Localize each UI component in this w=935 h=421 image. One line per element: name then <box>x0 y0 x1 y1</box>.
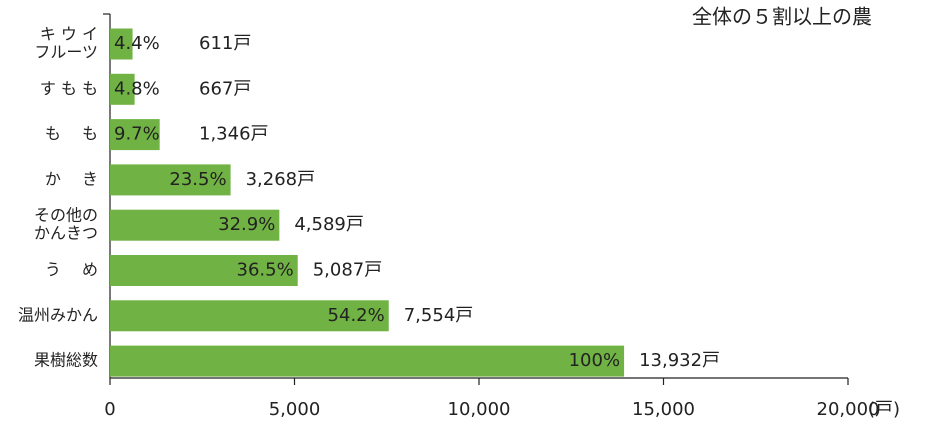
y-tick-label: 果樹総数 <box>34 351 98 370</box>
bar <box>110 119 160 151</box>
x-tick-label: 0 <box>104 399 115 420</box>
percent-label: 4.8% <box>114 78 160 99</box>
x-tick-label: 5,000 <box>269 399 321 420</box>
bar <box>110 300 389 332</box>
x-tick-label: 15,000 <box>632 399 695 420</box>
chart-title: 全体の５割以上の農 <box>692 5 872 29</box>
y-tick-label: フルーツ <box>34 43 98 62</box>
y-tick-label: かんきつ <box>34 224 98 243</box>
percent-label: 100% <box>569 350 620 371</box>
bar <box>110 255 298 286</box>
y-tick-label: キ ウ イ <box>40 25 98 44</box>
value-label: 4,589戸 <box>294 214 364 235</box>
bar <box>110 345 625 377</box>
y-tick-label: その他の <box>34 206 98 225</box>
bar <box>110 164 231 196</box>
value-label: 611戸 <box>199 33 251 54</box>
value-label: 667戸 <box>199 78 251 99</box>
y-tick-label: も も <box>45 124 98 143</box>
percent-label: 9.7% <box>114 124 160 145</box>
y-tick-label: す も も <box>40 79 98 98</box>
value-label: 7,554戸 <box>404 305 474 326</box>
bar <box>110 73 135 105</box>
value-label: 5,087戸 <box>313 260 383 281</box>
percent-label: 4.4% <box>114 33 160 54</box>
y-tick-label: う め <box>45 260 98 279</box>
value-label: 13,932戸 <box>639 350 720 371</box>
percent-label: 54.2% <box>328 305 385 326</box>
x-unit: (戸) <box>868 399 900 420</box>
bar <box>110 28 133 60</box>
x-tick-label: 10,000 <box>448 399 511 420</box>
x-tick-label: 20,000 <box>817 399 880 420</box>
y-tick-label: か き <box>45 169 98 188</box>
percent-label: 36.5% <box>237 260 294 281</box>
percent-label: 23.5% <box>169 169 226 190</box>
bar <box>110 209 280 241</box>
value-label: 3,268戸 <box>246 169 316 190</box>
y-tick-label: 温州みかん <box>18 305 98 324</box>
value-label: 1,346戸 <box>199 124 269 145</box>
percent-label: 32.9% <box>218 214 275 235</box>
